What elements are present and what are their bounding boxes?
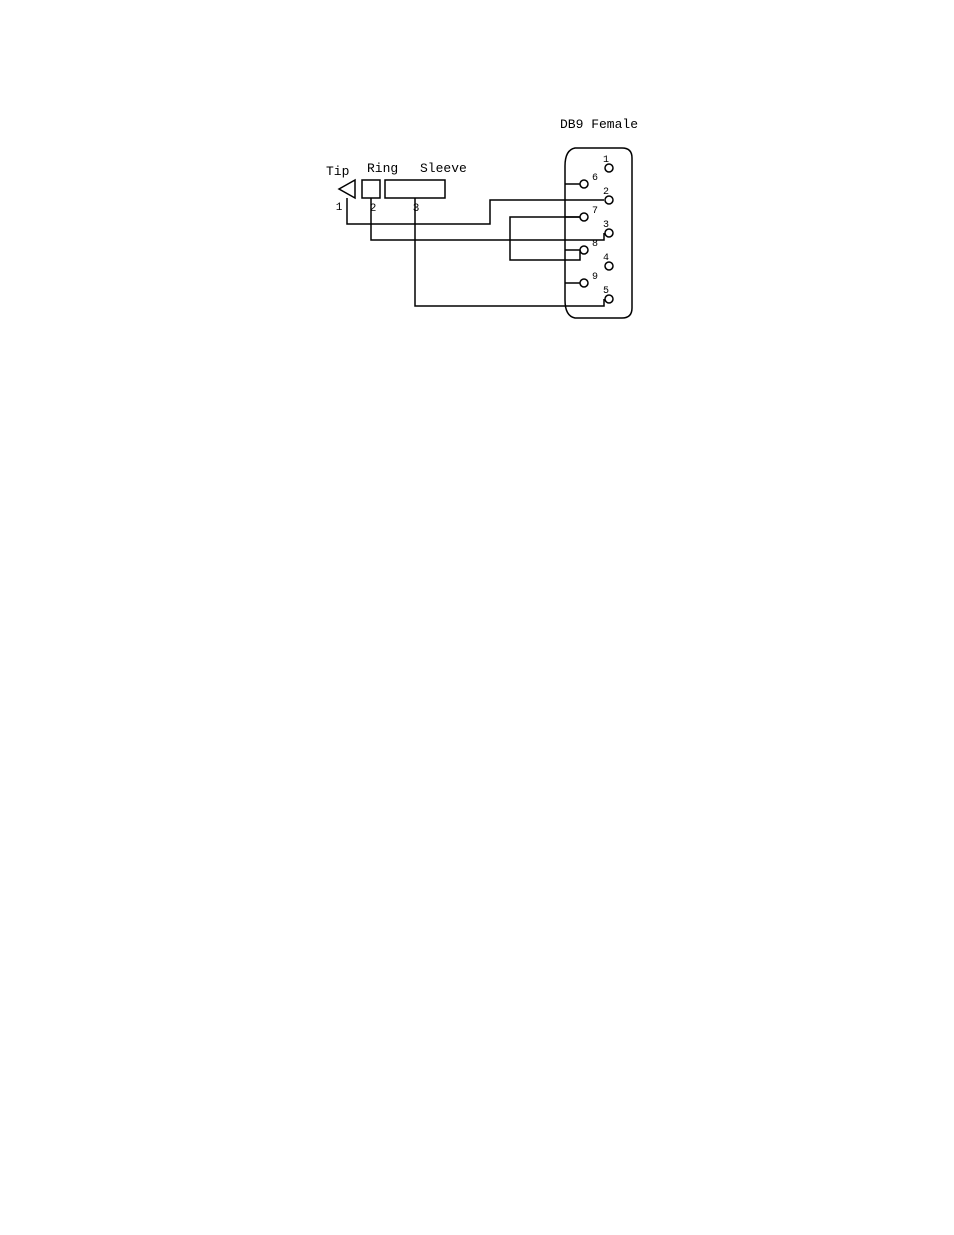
trs-num-tip: 1 [336,202,343,214]
db9-pin-label-5: 5 [603,286,609,297]
db9-shell [565,148,632,318]
trs-label-sleeve: Sleeve [420,161,467,176]
trs-num-sleeve: 3 [413,203,420,215]
db9-pin-label-7: 7 [592,206,598,217]
db9-pin-label-2: 2 [603,187,609,198]
trs-sleeve [385,180,445,198]
db9-pin-9 [580,279,588,287]
db9-pin-label-4: 4 [603,253,609,264]
db9-pin-8 [580,246,588,254]
db9-pin-label-1: 1 [603,155,609,166]
title-db9: DB9 Female [560,117,638,132]
trs-label-tip: Tip [326,164,349,179]
trs-tip [339,180,355,198]
db9-pin-7 [580,213,588,221]
db9-pin-label-6: 6 [592,173,598,184]
db9-pin-label-3: 3 [603,220,609,231]
wire-loop-7-8 [510,217,580,260]
wire-ring-to-pin3 [371,198,604,240]
trs-label-ring: Ring [367,161,398,176]
db9-pin-label-9: 9 [592,272,598,283]
trs-ring [362,180,380,198]
db9-pin-6 [580,180,588,188]
